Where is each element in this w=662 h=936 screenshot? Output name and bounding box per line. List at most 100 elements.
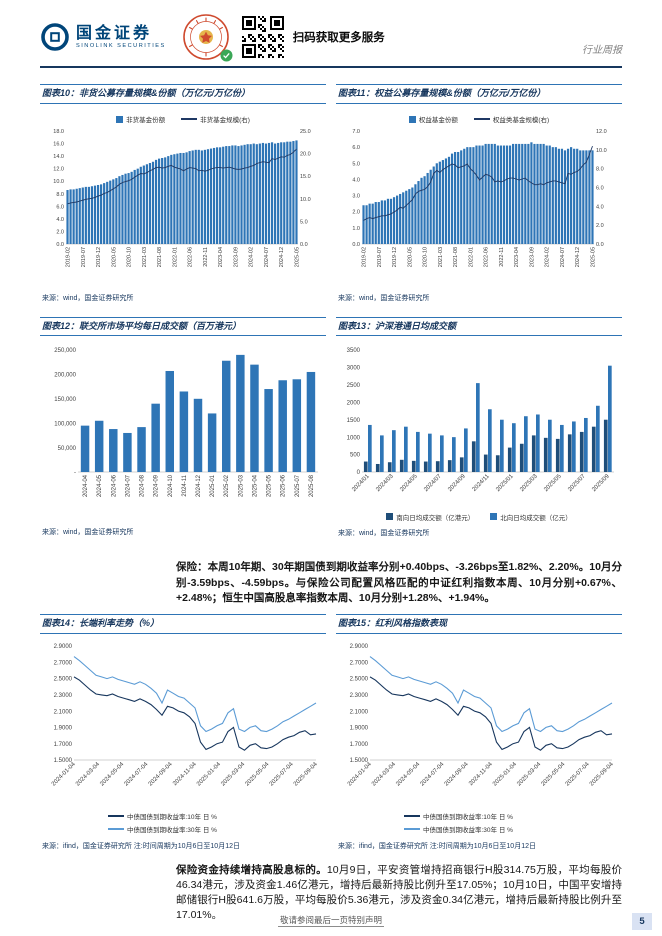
svg-text:2025-03: 2025-03: [238, 475, 244, 498]
svg-text:2025-03-04: 2025-03-04: [220, 761, 246, 787]
svg-text:2025-07-04: 2025-07-04: [565, 761, 591, 787]
svg-text:2025-07: 2025-07: [295, 475, 301, 498]
legend-swatch-line: [404, 814, 420, 817]
chart14-legend: 中债国债到期收益率:10年 日 % 中债国债到期收益率:30年 日 %: [40, 806, 326, 836]
header-divider: [40, 66, 622, 68]
svg-text:2019-07: 2019-07: [377, 247, 383, 267]
legend-swatch-bar: [490, 513, 498, 521]
svg-text:2025/09: 2025/09: [591, 474, 611, 494]
svg-text:4.0: 4.0: [596, 204, 604, 210]
chart12-block: 图表12：联交所市场平均每日成交额（百万港元） 250,000 200,000 15…: [40, 316, 326, 539]
svg-text:2022-06: 2022-06: [484, 247, 490, 267]
legend-label: 北向日均成交额（亿元）: [500, 514, 572, 522]
svg-text:2021-03: 2021-03: [142, 247, 148, 267]
chart15-block: 图表15：红利风格指数表现 2.9000 2.7000 2.5000 2.3000 2.…: [336, 614, 622, 851]
legend-item: 非货基金份额: [116, 114, 165, 124]
svg-text:2020-10: 2020-10: [423, 247, 429, 267]
svg-text:2024-07: 2024-07: [264, 247, 270, 267]
svg-text:2.1000: 2.1000: [350, 709, 369, 715]
legend-label: 非货基金规模(右): [200, 117, 250, 125]
svg-text:4.0: 4.0: [352, 177, 360, 183]
svg-text:2025-04: 2025-04: [253, 475, 259, 498]
svg-text:2024-05-04: 2024-05-04: [99, 761, 125, 787]
svg-text:2024-05-04: 2024-05-04: [395, 761, 421, 787]
svg-text:2025-05-04: 2025-05-04: [540, 761, 566, 787]
svg-text:2024-12: 2024-12: [196, 475, 202, 498]
chart13-title: 图表13：沪深港通日均成交额: [336, 316, 622, 337]
legend-swatch-line: [108, 827, 124, 830]
charts-row-2: 图表12：联交所市场平均每日成交额（百万港元） 250,000 200,000 15…: [40, 316, 622, 539]
chart14-plot: 2.9000 2.7000 2.5000 2.3000 2.1000 1.9000 1.70…: [40, 640, 326, 806]
svg-text:25.0: 25.0: [300, 129, 311, 135]
legend-label: 南向日均成交额（亿港元）: [396, 514, 475, 522]
svg-text:2025/05: 2025/05: [543, 474, 563, 494]
chart10-title: 图表10：非货公募存量规模&份额（万亿元/万亿份）: [40, 84, 326, 104]
svg-text:2025-07-04: 2025-07-04: [269, 761, 295, 787]
legend-item: 北向日均成交额（亿元）: [490, 512, 572, 522]
svg-text:16.0: 16.0: [53, 141, 64, 147]
svg-text:2024-02: 2024-02: [545, 247, 551, 267]
svg-text:2000: 2000: [347, 401, 361, 407]
chart13-legend: 南向日均成交额（亿港元） 北向日均成交额（亿元）: [336, 510, 622, 523]
legend-label: 中债国债到期收益率:30年 日 %: [127, 826, 217, 834]
legend-swatch-line: [404, 827, 420, 830]
report-type-label: 行业周报: [582, 45, 622, 56]
legend-label: 非货基金份额: [126, 117, 166, 125]
svg-text:2025/01: 2025/01: [495, 474, 515, 494]
svg-text:2024-02: 2024-02: [249, 247, 255, 267]
holdings-lead: 保险资金持续增持高股息标的。: [176, 863, 327, 876]
verified-badge-icon: [220, 49, 233, 62]
svg-text:2024/05: 2024/05: [399, 474, 419, 494]
svg-text:2.0: 2.0: [596, 223, 604, 229]
svg-text:2025-01-04: 2025-01-04: [492, 761, 518, 787]
svg-text:2024/01: 2024/01: [351, 474, 371, 494]
svg-text:500: 500: [350, 453, 361, 459]
svg-text:2024-07: 2024-07: [560, 247, 566, 267]
chart11-canvas: 7.0 6.0 5.0 4.0 3.0 2.0 1.0 0.0 12.0 10.0 8.0 6.0 4.…: [352, 129, 606, 267]
svg-text:1.9000: 1.9000: [54, 725, 73, 731]
svg-text:2.9000: 2.9000: [350, 644, 369, 650]
svg-text:10.0: 10.0: [53, 179, 64, 185]
svg-text:0: 0: [357, 471, 361, 477]
legend-label: 中债国债到期收益率:10年 日 %: [127, 813, 217, 821]
legend-swatch-line: [473, 118, 490, 121]
svg-text:2022-11: 2022-11: [499, 247, 505, 267]
svg-text:3.0: 3.0: [352, 193, 360, 199]
svg-text:2023-04: 2023-04: [218, 247, 224, 267]
svg-text:6.0: 6.0: [56, 204, 64, 210]
svg-text:7.0: 7.0: [352, 129, 360, 135]
svg-text:12.0: 12.0: [53, 166, 64, 172]
chart12-title: 图表12：联交所市场平均每日成交额（百万港元）: [40, 316, 326, 337]
svg-text:2025-03-04: 2025-03-04: [516, 761, 542, 787]
svg-text:2022-11: 2022-11: [203, 247, 209, 267]
chart11-title: 图表11：权益公募存量规模&份额（万亿元/万亿份）: [336, 84, 622, 104]
svg-text:20.0: 20.0: [300, 151, 311, 157]
svg-text:6.0: 6.0: [596, 185, 604, 191]
legend-label: 中债国债到期收益率:10年 日 %: [423, 813, 513, 821]
page-header: 国金证券 SINOLINK SECURITIES: [40, 10, 622, 64]
svg-text:2024-03-04: 2024-03-04: [75, 761, 101, 787]
svg-text:0.0: 0.0: [596, 242, 604, 248]
legend-item: 中债国债到期收益率:30年 日 %: [404, 824, 513, 834]
svg-text:200,000: 200,000: [54, 373, 76, 379]
logo-text: 国金证券 SINOLINK SECURITIES: [76, 25, 166, 49]
svg-text:0.0: 0.0: [300, 242, 308, 248]
chart11-source: 来源：wind，国金证券研究所: [338, 294, 430, 302]
svg-text:2023-09: 2023-09: [529, 247, 535, 267]
svg-text:2019-02: 2019-02: [362, 247, 368, 267]
svg-text:2025-05-04: 2025-05-04: [244, 761, 270, 787]
svg-text:2.5000: 2.5000: [54, 676, 73, 682]
svg-text:5.0: 5.0: [352, 161, 360, 167]
charts-row-3: 图表14：长端利率走势（%） 2.9000 2.7000 2.5000 2.3000 2…: [40, 614, 622, 851]
svg-text:1.5000: 1.5000: [350, 758, 369, 764]
svg-text:1.7000: 1.7000: [54, 742, 73, 748]
svg-text:2025-05: 2025-05: [591, 247, 597, 267]
svg-text:2025/07: 2025/07: [567, 474, 587, 494]
svg-text:2025-08: 2025-08: [309, 475, 315, 498]
chart14-source: 来源：ifind，国金证券研究所 注:时间周期为10月6日至10月12日: [42, 842, 240, 850]
svg-text:2024-03-04: 2024-03-04: [371, 761, 397, 787]
svg-text:2022-01: 2022-01: [172, 247, 178, 267]
svg-text:8.0: 8.0: [56, 191, 64, 197]
disclaimer-text: 敬请参阅最后一页特别声明: [277, 915, 384, 927]
